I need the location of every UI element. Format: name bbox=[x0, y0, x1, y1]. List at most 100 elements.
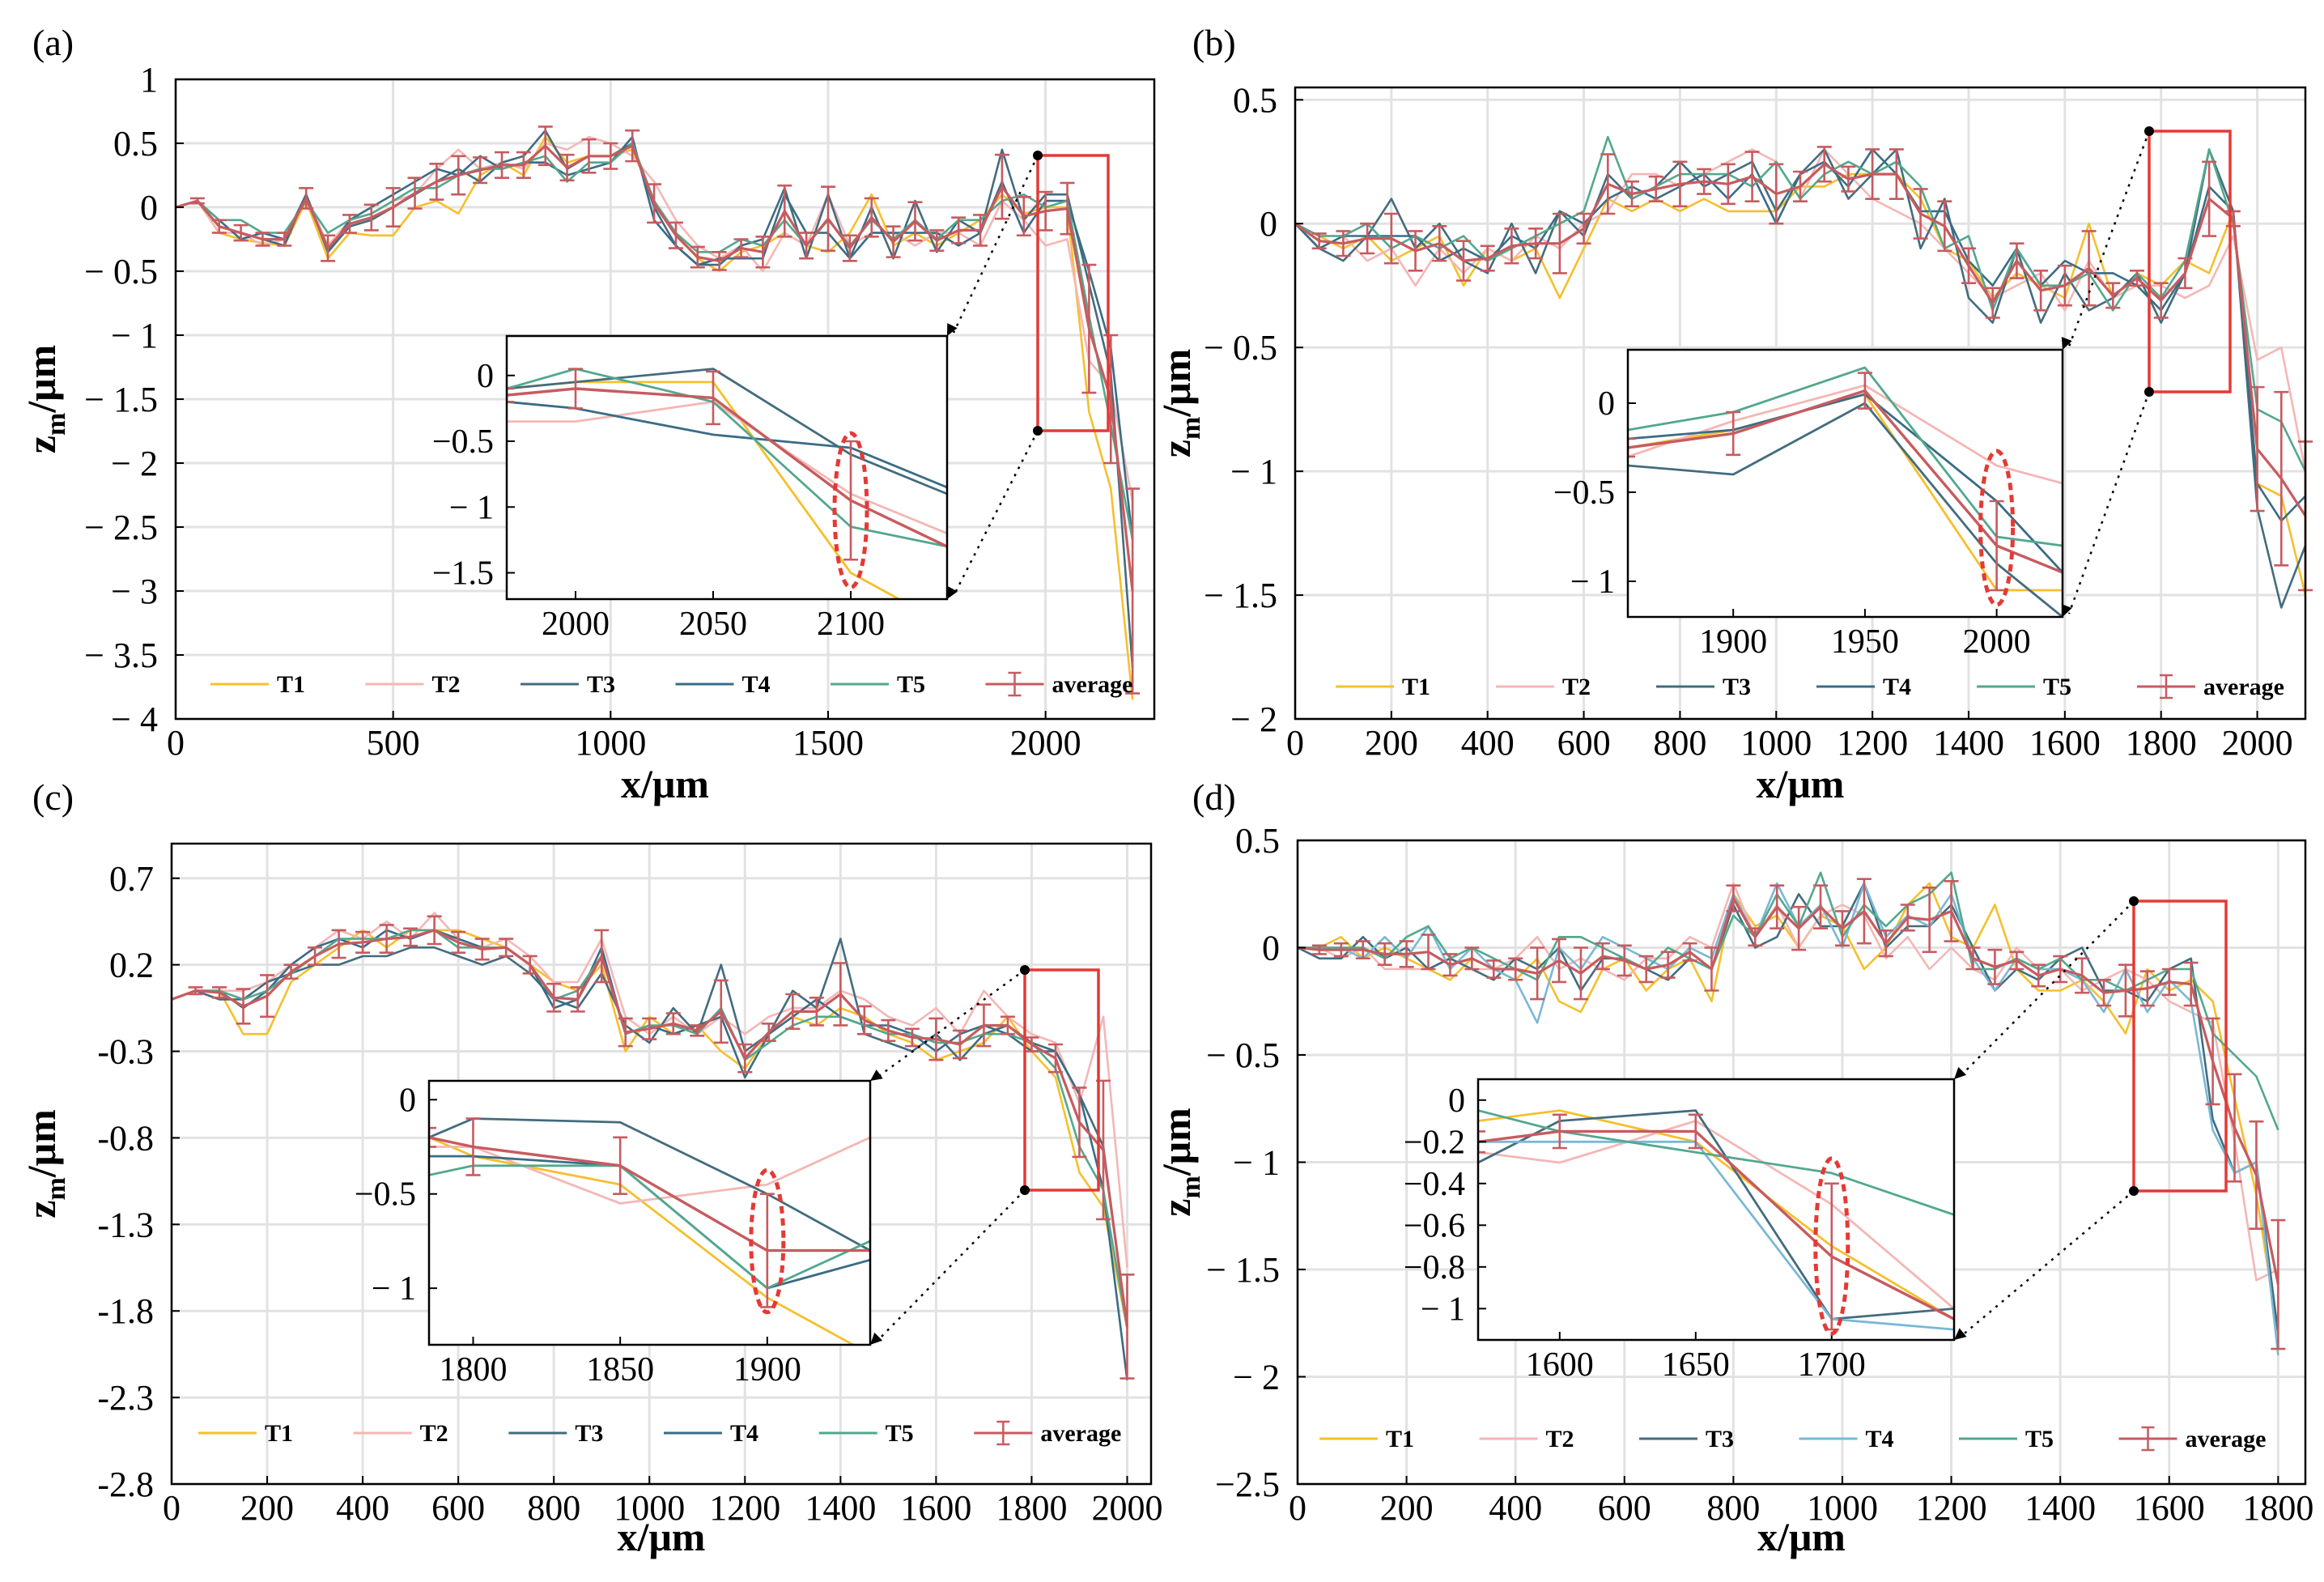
inset-area bbox=[1478, 1079, 1954, 1340]
error-bar bbox=[1383, 212, 1399, 265]
connector-arrowhead bbox=[2061, 337, 2072, 350]
error-bar bbox=[799, 232, 814, 260]
error-bar bbox=[2271, 1218, 2286, 1350]
x-tick-label: 1600 bbox=[2029, 723, 2101, 763]
error-bar bbox=[976, 1003, 992, 1048]
inset-series-line-t4 bbox=[507, 400, 947, 489]
error-bar bbox=[2249, 1120, 2264, 1230]
error-bar bbox=[1841, 165, 1856, 193]
error-bar bbox=[473, 156, 488, 185]
y-axis-label-main: z bbox=[19, 436, 64, 453]
error-bar bbox=[1103, 334, 1119, 465]
error-bar bbox=[1638, 955, 1654, 984]
y-tick-label: − 1.5 bbox=[1204, 576, 1277, 615]
error-bar bbox=[1944, 880, 1959, 942]
error-bar bbox=[1770, 884, 1785, 929]
error-bar bbox=[2105, 282, 2121, 309]
y-tick-label: − 2 bbox=[1230, 700, 1277, 739]
panel-b: (b) 0 200 400 600 800 1000 1200 1400 1600 1800 2000… bbox=[1154, 22, 2313, 806]
error-bar bbox=[2139, 970, 2155, 1007]
error-bar bbox=[546, 982, 562, 1013]
y-tick-label: − 1 bbox=[111, 316, 158, 355]
y-axis-label: zm/μm bbox=[19, 345, 71, 453]
y-axis-label-main: z bbox=[19, 1201, 64, 1218]
error-bar bbox=[1878, 929, 1893, 958]
error-bar bbox=[1922, 887, 1937, 954]
legend-label: average bbox=[2203, 674, 2284, 700]
inset-error-bar bbox=[465, 1117, 481, 1176]
error-bar bbox=[712, 250, 727, 271]
connector-dot bbox=[1020, 965, 1030, 975]
error-bar bbox=[2009, 950, 2024, 971]
error-bar bbox=[737, 1043, 753, 1074]
legend-label: T1 bbox=[265, 1420, 293, 1447]
error-bar bbox=[429, 162, 444, 201]
legend-item-t1: T1 bbox=[1319, 1426, 1414, 1452]
error-bar bbox=[308, 946, 323, 966]
error-bar bbox=[1697, 168, 1712, 195]
y-axis-label-unit: /μm bbox=[19, 1109, 64, 1178]
y-tick-label: − 1.5 bbox=[1206, 1250, 1280, 1290]
legend-item-t4: T4 bbox=[664, 1420, 758, 1447]
error-bar bbox=[1486, 959, 1502, 979]
y-tick-label: -1.3 bbox=[97, 1205, 154, 1244]
error-bar bbox=[283, 963, 299, 980]
error-bar bbox=[581, 138, 597, 174]
error-bar bbox=[951, 216, 967, 245]
error-bar bbox=[495, 151, 509, 179]
x-tick-label: 1000 bbox=[1807, 1488, 1878, 1528]
error-bar bbox=[342, 214, 357, 234]
error-bar bbox=[1682, 942, 1697, 962]
error-bar bbox=[1081, 263, 1097, 394]
error-bar bbox=[1748, 927, 1763, 947]
error-bar bbox=[1552, 212, 1567, 274]
y-tick-label: − 2.5 bbox=[84, 508, 158, 547]
error-bar bbox=[516, 151, 531, 179]
error-bar bbox=[755, 236, 771, 269]
legend-label: average bbox=[1052, 671, 1133, 698]
y-axis-label-subscript: m bbox=[41, 1177, 71, 1200]
zoom-box bbox=[2132, 899, 2228, 1193]
x-tick-label: 400 bbox=[336, 1488, 389, 1528]
inset-x-tick-label: 1950 bbox=[1831, 623, 1899, 661]
inset-error-bar bbox=[568, 368, 583, 410]
x-tick-label: 600 bbox=[431, 1488, 485, 1528]
inset-y-tick-label: − 1 bbox=[1421, 1291, 1465, 1328]
error-bar bbox=[1060, 181, 1075, 236]
error-bar bbox=[260, 974, 275, 1019]
error-bar bbox=[1600, 153, 1616, 215]
inset-y-tick-label: 0 bbox=[477, 358, 494, 395]
inset-plot: 1900 1950 2000 0 −0.5 − 1 bbox=[1553, 348, 2064, 661]
error-bar bbox=[886, 225, 901, 258]
legend-item-t4: T4 bbox=[1799, 1426, 1894, 1452]
legend-label: T4 bbox=[730, 1420, 758, 1447]
error-bar bbox=[690, 245, 705, 269]
error-bar bbox=[2183, 961, 2199, 1007]
error-bar bbox=[1442, 953, 1458, 977]
inset-y-tick-label: −0.5 bbox=[432, 423, 494, 461]
error-bar bbox=[2031, 963, 2046, 988]
error-bar bbox=[1913, 188, 1928, 240]
error-bar bbox=[1660, 950, 1676, 979]
y-axis-label: zm/μm bbox=[1154, 1108, 1206, 1216]
legend-label: T3 bbox=[1723, 674, 1751, 700]
connector-arrowhead bbox=[947, 323, 958, 336]
legend-item-t3: T3 bbox=[1639, 1426, 1734, 1452]
legend-label: T5 bbox=[886, 1420, 914, 1447]
legend-item-t2: T2 bbox=[1479, 1426, 1574, 1452]
legend-label: T4 bbox=[1883, 674, 1911, 700]
error-bar bbox=[1311, 232, 1327, 250]
error-bar bbox=[1625, 180, 1639, 208]
error-bar bbox=[1016, 196, 1031, 237]
y-axis-label-unit: /μm bbox=[1154, 1108, 1199, 1176]
error-bar bbox=[1408, 230, 1423, 272]
inset-series-group bbox=[1628, 366, 2063, 617]
inset-error-bar bbox=[613, 1136, 628, 1196]
legend-label: average bbox=[1040, 1420, 1121, 1447]
inset-plot: 2000 2050 2100 0 −0.5 − 1 −1.5 bbox=[432, 334, 949, 643]
highlight-ellipse bbox=[1813, 1156, 1850, 1336]
error-bar bbox=[1432, 224, 1447, 262]
connector-dot bbox=[1033, 151, 1043, 160]
y-axis-label-subscript: m bbox=[1176, 417, 1206, 440]
